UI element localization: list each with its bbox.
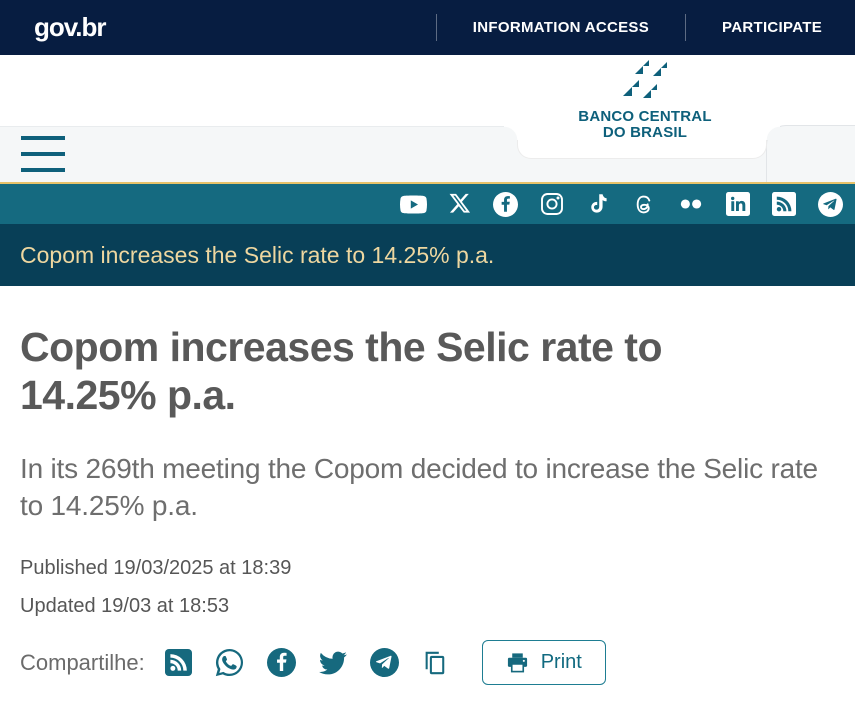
information-access-link[interactable]: INFORMATION ACCESS	[435, 14, 685, 41]
telegram-icon[interactable]	[369, 648, 399, 677]
printer-icon	[506, 651, 529, 674]
breadcrumb-bar: Copom increases the Selic rate to 14.25%…	[0, 224, 855, 286]
article-subtitle: In its 269th meeting the Copom decided t…	[20, 453, 818, 521]
participate-link[interactable]: PARTICIPATE	[685, 14, 855, 41]
page-title: Copom increases the Selic rate to 14.25%…	[20, 324, 663, 418]
bcb-logo[interactable]: BANCO CENTRAL DO BRASIL	[520, 60, 770, 141]
logo-tab	[504, 126, 780, 159]
govbr-logo[interactable]: gov.br	[34, 12, 107, 42]
x-icon[interactable]	[449, 193, 471, 215]
facebook-icon[interactable]	[266, 648, 296, 677]
topbar-nav: INFORMATION ACCESS PARTICIPATE	[435, 0, 855, 55]
print-button[interactable]: Print	[481, 640, 606, 685]
site-header	[0, 55, 855, 126]
bcb-logo-mark-icon	[623, 60, 667, 98]
facebook-icon[interactable]	[493, 191, 518, 217]
flickr-icon[interactable]	[678, 191, 704, 217]
rss-icon[interactable]	[772, 192, 796, 216]
print-button-label: Print	[540, 651, 582, 673]
rss-icon[interactable]	[164, 649, 192, 676]
hamburger-menu-icon[interactable]	[21, 136, 65, 172]
whatsapp-icon[interactable]	[215, 648, 244, 677]
tiktok-icon[interactable]	[586, 193, 609, 216]
government-topbar: gov.br INFORMATION ACCESS PARTICIPATE	[0, 0, 855, 55]
telegram-icon[interactable]	[818, 191, 843, 217]
threads-icon[interactable]	[631, 192, 656, 217]
copy-icon[interactable]	[422, 650, 448, 676]
published-date: Published 19/03/2025 at 18:39	[20, 557, 292, 579]
header-right-panel	[766, 125, 855, 182]
social-bar	[0, 184, 855, 224]
bcb-logo-line1: BANCO CENTRAL	[578, 108, 712, 125]
breadcrumb-current[interactable]: Copom increases the Selic rate to 14.25%…	[20, 241, 495, 268]
updated-date: Updated 19/03 at 18:53	[20, 595, 230, 617]
share-icons	[164, 648, 448, 677]
linkedin-icon[interactable]	[726, 192, 750, 216]
article: Copom increases the Selic rate to 14.25%…	[20, 286, 835, 685]
twitter-icon[interactable]	[318, 649, 347, 677]
share-label: Compartilhe:	[20, 649, 145, 675]
share-row: Compartilhe: Print	[20, 640, 835, 685]
instagram-icon[interactable]	[540, 192, 564, 216]
youtube-icon[interactable]	[400, 191, 427, 218]
bcb-logo-line2: DO BRASIL	[602, 124, 688, 141]
social-icons	[400, 191, 843, 218]
